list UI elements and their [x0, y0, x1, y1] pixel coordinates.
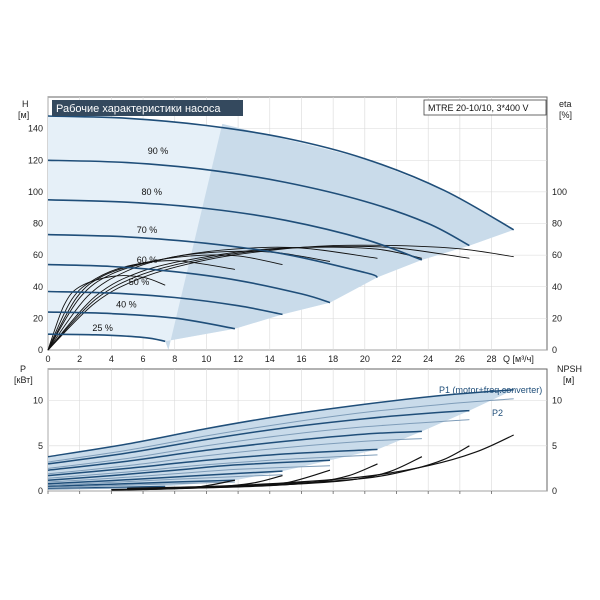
- eta-tick-label: 80: [552, 219, 562, 229]
- power-tick-label: 5: [38, 441, 43, 451]
- model-label: MTRE 20-10/10, 3*400 V: [428, 103, 529, 113]
- power-tick-label: 0: [38, 486, 43, 496]
- power-tick-label: 10: [33, 396, 43, 406]
- speed-label: 60 %: [137, 255, 158, 265]
- head-y-axis-unit: [м]: [18, 110, 29, 120]
- p2-curve-50: [47, 474, 283, 486]
- eta-tick-label: 40: [552, 282, 562, 292]
- eta-curve-90: [47, 245, 470, 351]
- eta-curve-25: [47, 275, 166, 351]
- npsh-y-axis-title: NPSH: [557, 364, 582, 374]
- power-panel: 0 5 10 0 5 10 P [кВт] NPSH [м] P1 (motor+freq…: [14, 364, 582, 496]
- head-curve-25: [47, 333, 166, 343]
- head-curve-60: [47, 263, 331, 304]
- head-axis-ticks: 0 2 4 6 8 10 12 14 16 18 20 22 24 26 28020406080100120…: [28, 124, 567, 364]
- head-operating-area: [48, 116, 514, 351]
- model-box: [423, 99, 547, 116]
- eta-curve-40: [47, 260, 235, 351]
- eta-tick-label: 0: [552, 345, 557, 355]
- speed-label: 90 %: [148, 146, 169, 156]
- speed-label: 50 %: [129, 277, 150, 287]
- flow-tick-label: 16: [296, 354, 306, 364]
- npsh-y-axis-unit: [м]: [563, 375, 574, 385]
- head-curve-70: [47, 233, 378, 279]
- p2-curve-100: [47, 398, 514, 463]
- npsh-tick-label: 10: [552, 396, 562, 406]
- p2-curve-60: [47, 465, 331, 483]
- head-y-axis-title: H: [22, 99, 29, 109]
- p2-curve-40: [47, 481, 235, 488]
- p2-series-label: P2: [492, 408, 503, 418]
- npsh-tick-label: 5: [552, 441, 557, 451]
- p1-curve-80: [47, 430, 422, 471]
- eta-y-axis-title: eta: [559, 99, 572, 109]
- eta-tick-label: 60: [552, 250, 562, 260]
- speed-label: 25 %: [92, 323, 113, 333]
- p2-curve-70: [47, 454, 378, 479]
- npsh-curve-40: [111, 479, 236, 491]
- power-curves: [47, 389, 514, 490]
- head-tick-label: 40: [33, 282, 43, 292]
- p2-curve-90: [47, 419, 470, 469]
- flow-tick-label: 0: [45, 354, 50, 364]
- speed-label: 80 %: [141, 187, 162, 197]
- p2-curve-80: [47, 438, 422, 475]
- head-curve-40: [47, 311, 236, 330]
- p1-curve-40: [47, 479, 235, 488]
- head-panel: 0 2 4 6 8 10 12 14 16 18 20 22 24 26 28020406080100120…: [18, 96, 572, 364]
- p1-curve-25: [47, 485, 166, 490]
- p1-curve-100: [47, 389, 514, 458]
- p1-curve-70: [47, 448, 378, 477]
- power-y-axis-unit: [кВт]: [14, 375, 33, 385]
- head-curve-80: [47, 199, 423, 261]
- npsh-curves: [111, 434, 514, 491]
- flow-tick-label: 2: [77, 354, 82, 364]
- speed-label: 40 %: [116, 299, 137, 309]
- flow-tick-label: 26: [455, 354, 465, 364]
- p1-curve-90: [47, 409, 470, 465]
- flow-tick-label: 4: [109, 354, 114, 364]
- head-curve-50: [47, 290, 283, 316]
- power-y-axis-title: P: [20, 364, 26, 374]
- speed-label: 70 %: [137, 225, 158, 235]
- head-curve-90: [47, 159, 470, 247]
- head-operating-area-dark: [165, 123, 514, 351]
- p1-series-label: P1 (motor+freq.converter): [439, 385, 542, 395]
- head-curves: [47, 115, 515, 343]
- chart-title: Рабочие характеристики насоса: [56, 103, 221, 115]
- flow-tick-label: 8: [172, 354, 177, 364]
- eta-curve-80: [47, 246, 422, 351]
- head-curve-100: [47, 115, 515, 231]
- eta-tick-label: 100: [552, 187, 567, 197]
- flow-tick-label: 10: [201, 354, 211, 364]
- flow-x-axis-title: Q [м³/ч]: [503, 354, 534, 364]
- flow-tick-label: 12: [233, 354, 243, 364]
- head-tick-label: 100: [28, 187, 43, 197]
- flow-tick-label: 18: [328, 354, 338, 364]
- p1-curve-50: [47, 470, 283, 485]
- p1-curve-60: [47, 459, 331, 481]
- head-tick-label: 80: [33, 219, 43, 229]
- head-tick-label: 120: [28, 155, 43, 165]
- head-tick-label: 140: [28, 124, 43, 134]
- flow-tick-label: 20: [360, 354, 370, 364]
- head-tick-label: 60: [33, 250, 43, 260]
- head-tick-label: 20: [33, 313, 43, 323]
- flow-tick-label: 14: [265, 354, 275, 364]
- flow-tick-label: 24: [423, 354, 433, 364]
- flow-tick-label: 6: [141, 354, 146, 364]
- eta-tick-label: 20: [552, 313, 562, 323]
- flow-tick-label: 22: [392, 354, 402, 364]
- head-tick-label: 0: [38, 345, 43, 355]
- flow-tick-label: 28: [487, 354, 497, 364]
- chart-title-box: [52, 100, 243, 116]
- eta-y-axis-unit: [%]: [559, 110, 572, 120]
- npsh-tick-label: 0: [552, 486, 557, 496]
- power-axis-ticks: 0 5 10 0 5 10: [33, 396, 562, 496]
